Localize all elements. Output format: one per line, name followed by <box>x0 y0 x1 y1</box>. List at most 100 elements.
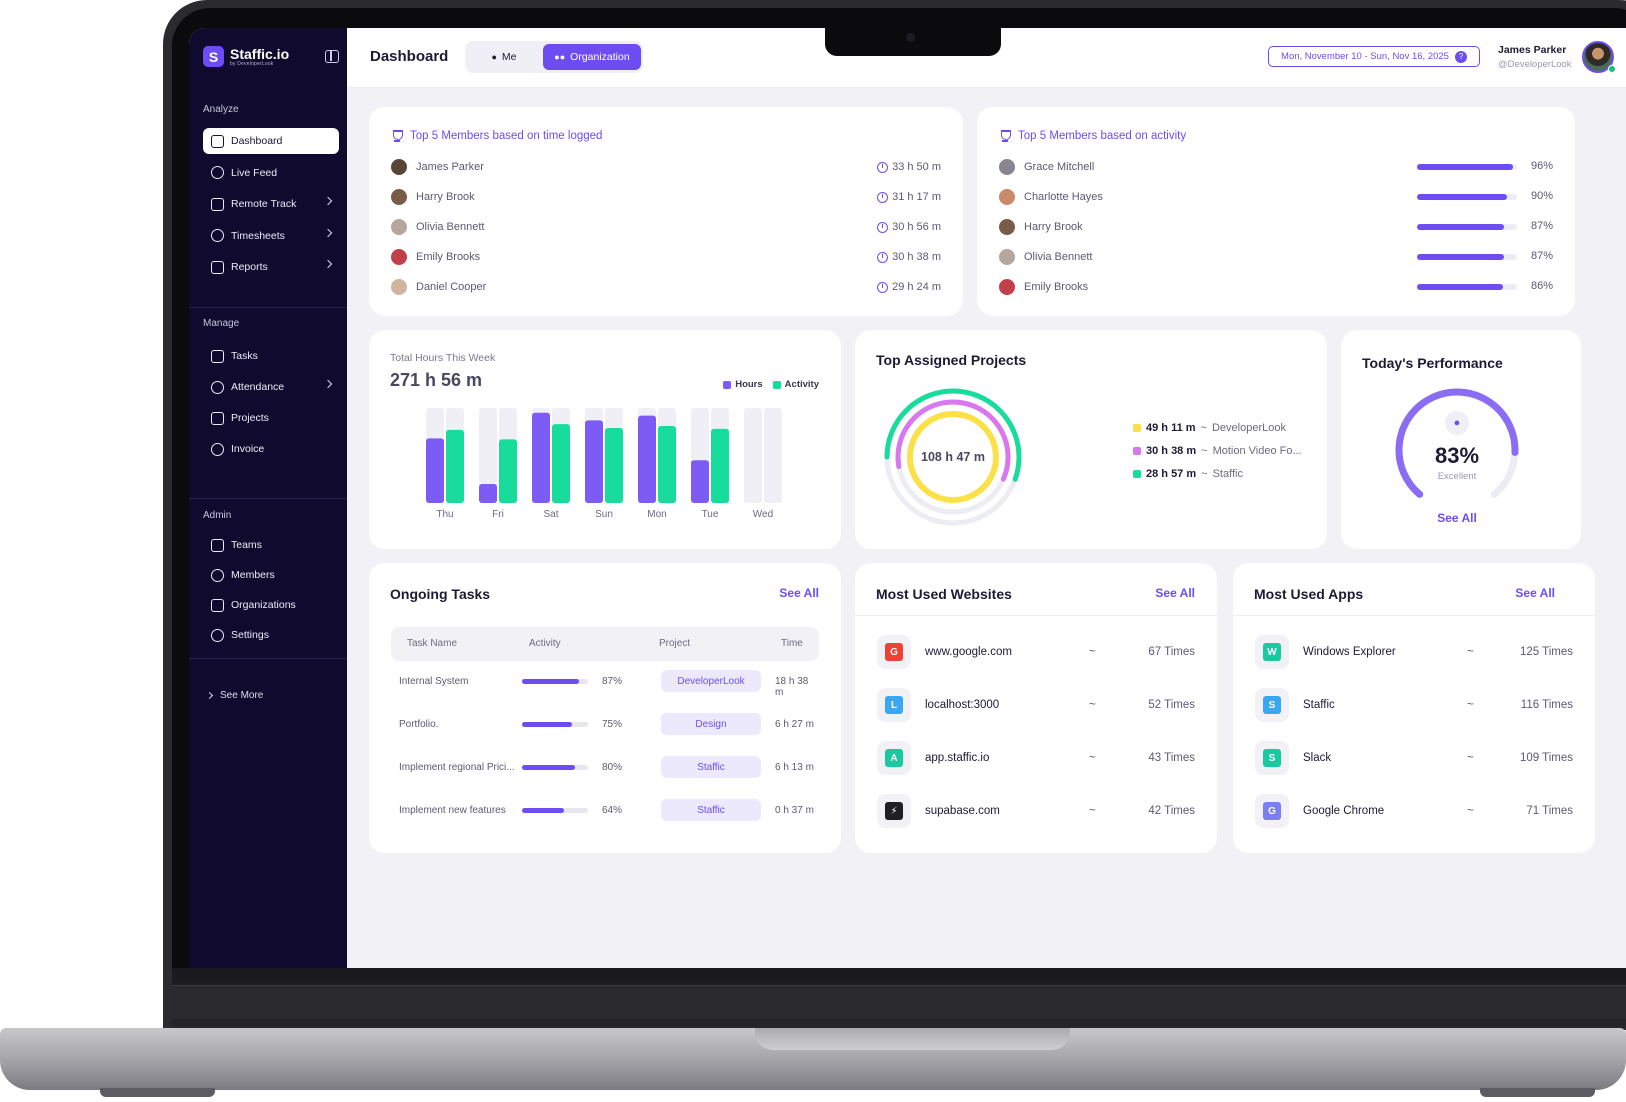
sidebar-item-dashboard[interactable]: Dashboard <box>203 128 339 154</box>
apps-see-all-link[interactable]: See All <box>1515 586 1555 600</box>
member-row[interactable]: Grace Mitchell <box>999 157 1553 177</box>
sidebar-item-settings[interactable]: Settings <box>203 622 339 648</box>
sidebar-item-live-feed[interactable]: Live Feed <box>203 160 339 186</box>
top-members-activity-title[interactable]: Top 5 Members based on activity <box>998 129 1186 143</box>
project-tag[interactable]: Design <box>661 713 761 735</box>
help-icon[interactable]: ? <box>1454 50 1467 63</box>
project-legend-item[interactable]: 30 h 38 m ~ Motion Video Fo... <box>1133 445 1302 457</box>
member-row[interactable]: Harry Brook 31 h 17 m <box>391 187 941 207</box>
bar-hours-sun[interactable] <box>585 420 603 503</box>
activity-bar-fill <box>1417 194 1507 200</box>
bar-hours-tue[interactable] <box>691 460 709 503</box>
sidebar-item-label: Attendance <box>231 381 285 393</box>
member-row[interactable]: Daniel Cooper 29 h 24 m <box>391 277 941 297</box>
websites-see-all-link[interactable]: See All <box>1155 586 1195 600</box>
member-name: Emily Brooks <box>416 251 481 263</box>
activity-percent: 87% <box>1530 250 1553 262</box>
sidebar-item-organizations[interactable]: Organizations <box>203 592 339 618</box>
project-tag[interactable]: Staffic <box>661 799 761 821</box>
app-logo[interactable]: S Staffic.io by DeveloperLook <box>203 46 289 67</box>
bar-hours-thu[interactable] <box>426 438 444 503</box>
project-tag[interactable]: DeveloperLook <box>661 670 761 692</box>
date-range-picker[interactable]: Mon, November 10 - Sun, Nov 16, 2025 ? <box>1268 46 1480 67</box>
sidebar-item-invoice[interactable]: Invoice <box>203 436 339 462</box>
member-row[interactable]: Olivia Bennett 30 h 56 m <box>391 217 941 237</box>
sidebar-item-reports[interactable]: Reports <box>203 254 339 280</box>
list-item[interactable]: ⚡ supabase.com ~42 Times <box>877 794 1195 828</box>
task-activity-percent: 80% <box>602 762 623 773</box>
toggle-organization-button[interactable]: ●● Organization <box>543 44 641 70</box>
logo-subtitle: by DeveloperLook <box>230 60 274 67</box>
bar-hours-mon[interactable] <box>638 415 656 503</box>
tasks-icon <box>211 349 224 363</box>
trophy-icon <box>390 129 404 143</box>
icon-mark: ⚡ <box>885 802 903 820</box>
performance-gauge <box>1395 388 1519 498</box>
table-row[interactable]: Implement regional Prici... 80% Staffic 6 h… <box>391 756 819 780</box>
top-members-time-title[interactable]: Top 5 Members based on time logged <box>390 129 602 143</box>
grid-icon <box>211 134 224 148</box>
list-item[interactable]: S Staffic ~116 Times <box>1255 688 1573 722</box>
list-item[interactable]: W Windows Explorer ~125 Times <box>1255 635 1573 669</box>
project-tag[interactable]: Staffic <box>661 756 761 778</box>
list-item[interactable]: G Google Chrome ~71 Times <box>1255 794 1573 828</box>
report-icon <box>211 260 224 274</box>
list-item[interactable]: S Slack ~109 Times <box>1255 741 1573 775</box>
project-hours: 28 h 57 m <box>1146 468 1197 480</box>
tasks-table-header: Task Name Activity Project Time <box>391 627 819 661</box>
card-title: Ongoing Tasks <box>390 586 491 602</box>
member-row[interactable]: James Parker 33 h 50 m <box>391 157 941 177</box>
performance-see-all-link[interactable]: See All <box>1437 511 1477 525</box>
task-activity-bar <box>522 722 588 727</box>
table-row[interactable]: Implement new features 64% Staffic 0 h 37 m <box>391 799 819 823</box>
icon-mark: G <box>1263 802 1281 820</box>
sidebar: S Staffic.io by DeveloperLook Analyze Da… <box>189 28 347 968</box>
member-row[interactable]: Harry Brook <box>999 217 1553 237</box>
sidebar-item-members[interactable]: Members <box>203 562 339 588</box>
ring-staffic <box>884 388 1022 526</box>
avatar <box>999 189 1015 205</box>
bar-activity-mon[interactable] <box>658 426 676 503</box>
sidebar-item-teams[interactable]: Teams <box>203 532 339 558</box>
bar-activity-sun[interactable] <box>605 427 623 503</box>
icon-mark: W <box>1263 643 1281 661</box>
sidebar-item-projects[interactable]: Projects <box>203 405 339 431</box>
stopwatch-icon <box>877 161 889 173</box>
project-legend-item[interactable]: 28 h 57 m ~ Staffic <box>1133 468 1243 480</box>
see-more-link[interactable]: See More <box>205 690 263 701</box>
table-row[interactable]: Portfolio. 75% Design 6 h 27 m <box>391 713 819 737</box>
sidebar-item-remote-track[interactable]: Remote Track <box>203 191 339 217</box>
bar-activity-thu[interactable] <box>446 429 464 503</box>
sidebar-item-label: Settings <box>231 629 269 641</box>
bar-activity-tue[interactable] <box>711 428 729 503</box>
task-activity-fill <box>522 679 580 684</box>
activity-bar-fill <box>1417 224 1504 230</box>
project-legend-item[interactable]: 49 h 11 m ~ DeveloperLook <box>1133 422 1286 434</box>
section-label-admin: Admin <box>203 510 232 521</box>
collapse-sidebar-icon[interactable] <box>325 50 339 63</box>
bar-hours-sat[interactable] <box>532 412 550 503</box>
sidebar-item-attendance[interactable]: Attendance <box>203 374 339 400</box>
tasks-see-all-link[interactable]: See All <box>779 586 819 600</box>
usage-count: 116 Times <box>1520 699 1573 711</box>
activity-bar-fill <box>1417 164 1513 170</box>
bar-activity-fri[interactable] <box>499 439 517 503</box>
sidebar-item-timesheets[interactable]: Timesheets <box>203 223 339 249</box>
usage-count: 52 Times <box>1148 699 1195 711</box>
icon-mark: S <box>1263 696 1281 714</box>
member-row[interactable]: Olivia Bennett <box>999 247 1553 267</box>
bar-hours-fri[interactable] <box>479 484 497 503</box>
toggle-me-button[interactable]: ● Me <box>469 44 539 70</box>
top-projects-card: Top Assigned Projects 108 h 47 m 49 h 11… <box>855 330 1327 549</box>
bar-activity-sat[interactable] <box>552 424 570 503</box>
member-row[interactable]: Charlotte Hayes <box>999 187 1553 207</box>
member-row[interactable]: Emily Brooks 30 h 38 m <box>391 247 941 267</box>
hours-bar-chart: Thu Fri Sat Sun Mon Tue Wed <box>426 408 782 520</box>
member-row[interactable]: Emily Brooks <box>999 277 1553 297</box>
sidebar-item-tasks[interactable]: Tasks <box>203 343 339 369</box>
legend-swatch-hours <box>723 380 732 389</box>
table-row[interactable]: Internal System 87% DeveloperLook 18 h 38 m <box>391 670 819 698</box>
